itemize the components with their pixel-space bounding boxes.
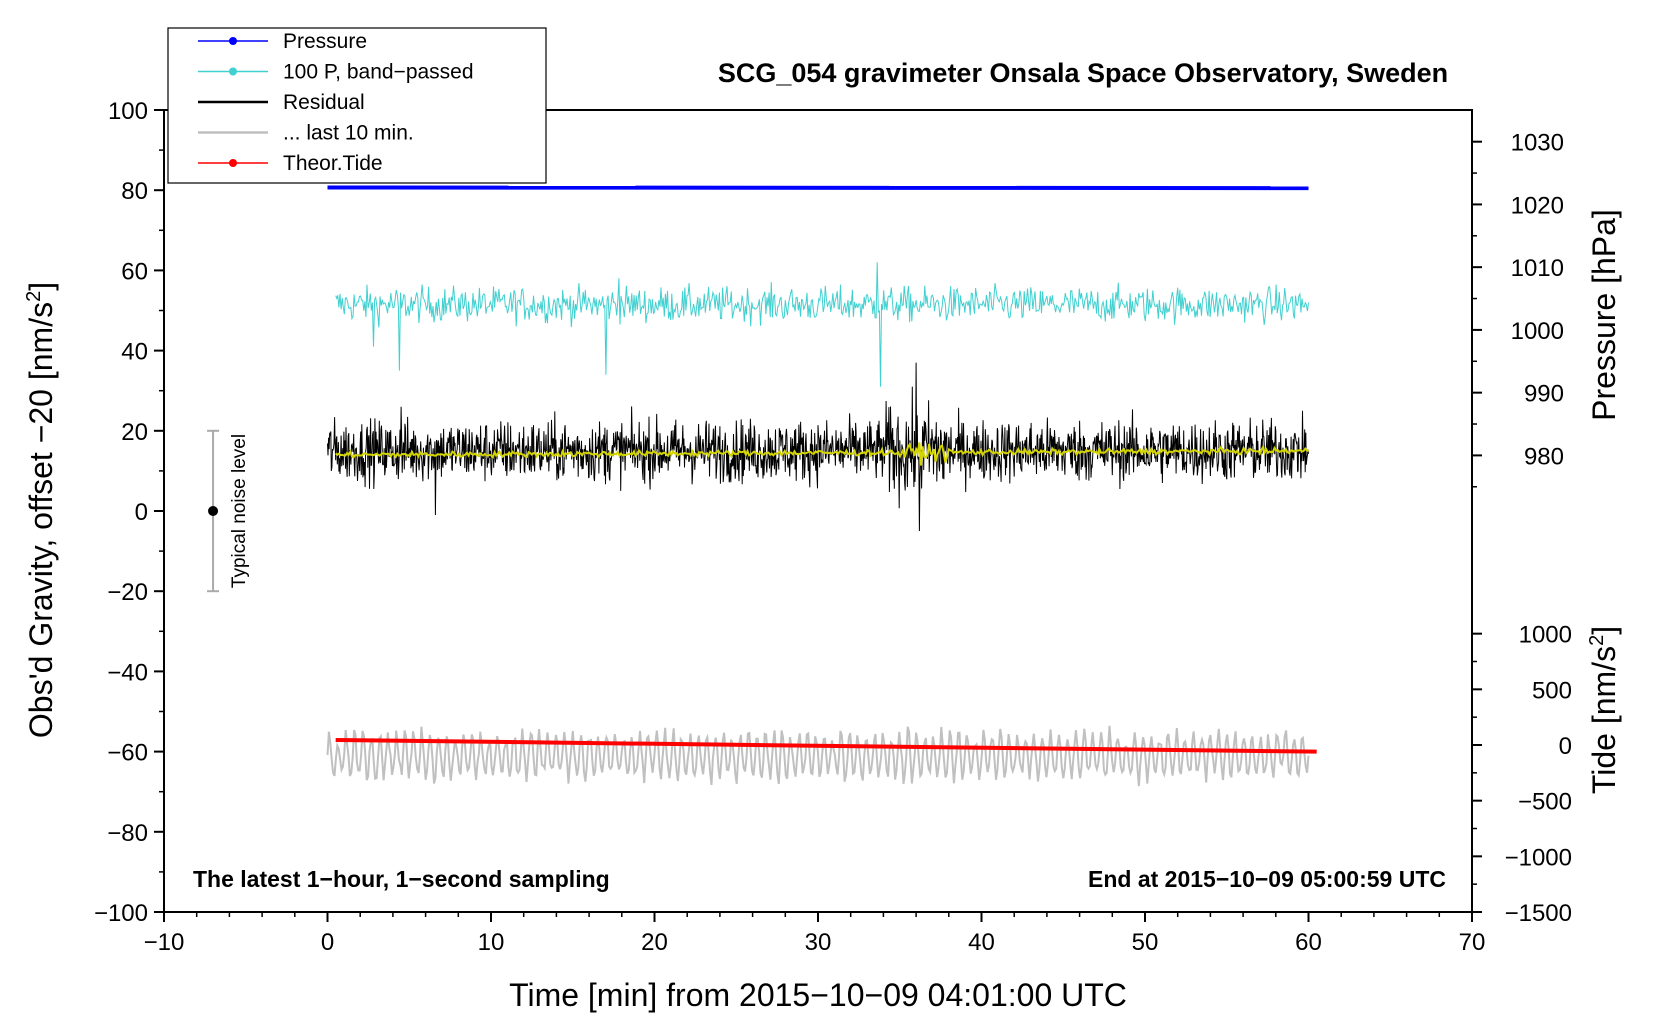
y-axis-title-gravity-close: ] bbox=[23, 282, 59, 291]
tide-tick-label: −500 bbox=[1518, 789, 1572, 816]
pressure-tick-label: 980 bbox=[1524, 443, 1564, 470]
bandpassed-pressure-series-line bbox=[335, 262, 1309, 387]
pressure-tick-label: 1020 bbox=[1511, 192, 1564, 219]
x-tick-label: 20 bbox=[641, 929, 668, 956]
tide-tick-label: 0 bbox=[1559, 733, 1572, 760]
y-tick-label: 0 bbox=[135, 499, 148, 526]
x-tick-label: 40 bbox=[968, 929, 995, 956]
noise-level-indicator: Typical noise level bbox=[207, 429, 250, 593]
y-axis-title-pressure: Pressure [hPa] bbox=[1586, 209, 1622, 421]
noise-center-point bbox=[208, 506, 219, 516]
tide-tick-label: 1000 bbox=[1519, 622, 1572, 649]
x-tick-label: 30 bbox=[805, 929, 832, 956]
pressure-tick-label: 1000 bbox=[1511, 318, 1564, 345]
legend-marker bbox=[229, 67, 237, 76]
plot-series bbox=[326, 185, 1317, 787]
y-tick-label: 60 bbox=[121, 258, 148, 285]
legend-marker bbox=[229, 37, 237, 45]
pressure-series-line bbox=[327, 185, 1309, 191]
last-10-min-series-line bbox=[326, 725, 1310, 787]
tide-series-line bbox=[335, 737, 1317, 754]
pressure-tick-label: 1010 bbox=[1511, 255, 1564, 282]
smoothed-residual-series-line bbox=[335, 442, 1309, 466]
tide-tick-label: −1500 bbox=[1505, 900, 1572, 927]
y-axis-title-gravity-text: Obs'd Gravity, offset −20 [nm/s bbox=[23, 302, 59, 738]
y-tick-label: 20 bbox=[121, 419, 148, 446]
x-axis-title: Time [min] from 2015−10−09 04:01:00 UTC bbox=[509, 977, 1127, 1013]
y-tick-label: 80 bbox=[121, 178, 148, 205]
residual-series-line bbox=[327, 362, 1309, 532]
y-axis-title-gravity: Obs'd Gravity, offset −20 [nm/s2] bbox=[23, 282, 59, 738]
legend: Pressure 100 P, band−passed Residual ... la… bbox=[167, 27, 547, 184]
y-axis-title-gravity-sup: 2 bbox=[23, 291, 45, 302]
x-tick-label: 60 bbox=[1295, 929, 1322, 956]
legend-box bbox=[167, 27, 547, 184]
legend-label: ... last 10 min. bbox=[283, 122, 414, 145]
pressure-tick-label: 1030 bbox=[1511, 130, 1564, 157]
annotation-end-time: End at 2015−10−09 05:00:59 UTC bbox=[1088, 866, 1446, 892]
y-axis-title-tide: Tide [nm/s2] bbox=[1586, 626, 1622, 794]
legend-label: Residual bbox=[283, 91, 365, 114]
y-axis-title-tide-close: ] bbox=[1586, 626, 1622, 635]
x-tick-label: 70 bbox=[1459, 929, 1486, 956]
noise-level-label: Typical noise level bbox=[229, 434, 250, 588]
tide-tick-label: 500 bbox=[1532, 677, 1572, 704]
x-tick-label: 10 bbox=[478, 929, 505, 956]
legend-label: Theor.Tide bbox=[283, 152, 383, 175]
y-tick-label: −20 bbox=[107, 579, 148, 606]
legend-label: Pressure bbox=[283, 30, 367, 53]
y-tick-label: −40 bbox=[107, 659, 148, 686]
legend-label: 100 P, band−passed bbox=[283, 61, 474, 84]
y-axis-title-tide-text: Tide [nm/s bbox=[1586, 646, 1622, 794]
y-axis-title-tide-sup: 2 bbox=[1586, 635, 1608, 646]
x-tick-label: −10 bbox=[144, 929, 185, 956]
pressure-tick-label: 990 bbox=[1524, 381, 1564, 408]
x-tick-label: 0 bbox=[321, 929, 334, 956]
annotation-latest-hour: The latest 1−hour, 1−second sampling bbox=[193, 866, 610, 892]
x-tick-label: 50 bbox=[1132, 929, 1159, 956]
y-tick-label: −100 bbox=[94, 900, 148, 927]
legend-marker bbox=[229, 159, 237, 167]
y-tick-label: 100 bbox=[108, 98, 148, 125]
y-tick-label: −60 bbox=[107, 740, 148, 767]
plot-frame bbox=[163, 109, 1473, 913]
chart-title: SCG_054 gravimeter Onsala Space Observat… bbox=[718, 58, 1448, 88]
y-tick-label: −80 bbox=[107, 820, 148, 847]
y-tick-label: 40 bbox=[121, 339, 148, 366]
tide-tick-label: −1000 bbox=[1505, 844, 1572, 871]
axes-ticks: −10 0 10 20 30 40 50 60 70100806040200−20−40−60−… bbox=[94, 98, 1572, 956]
